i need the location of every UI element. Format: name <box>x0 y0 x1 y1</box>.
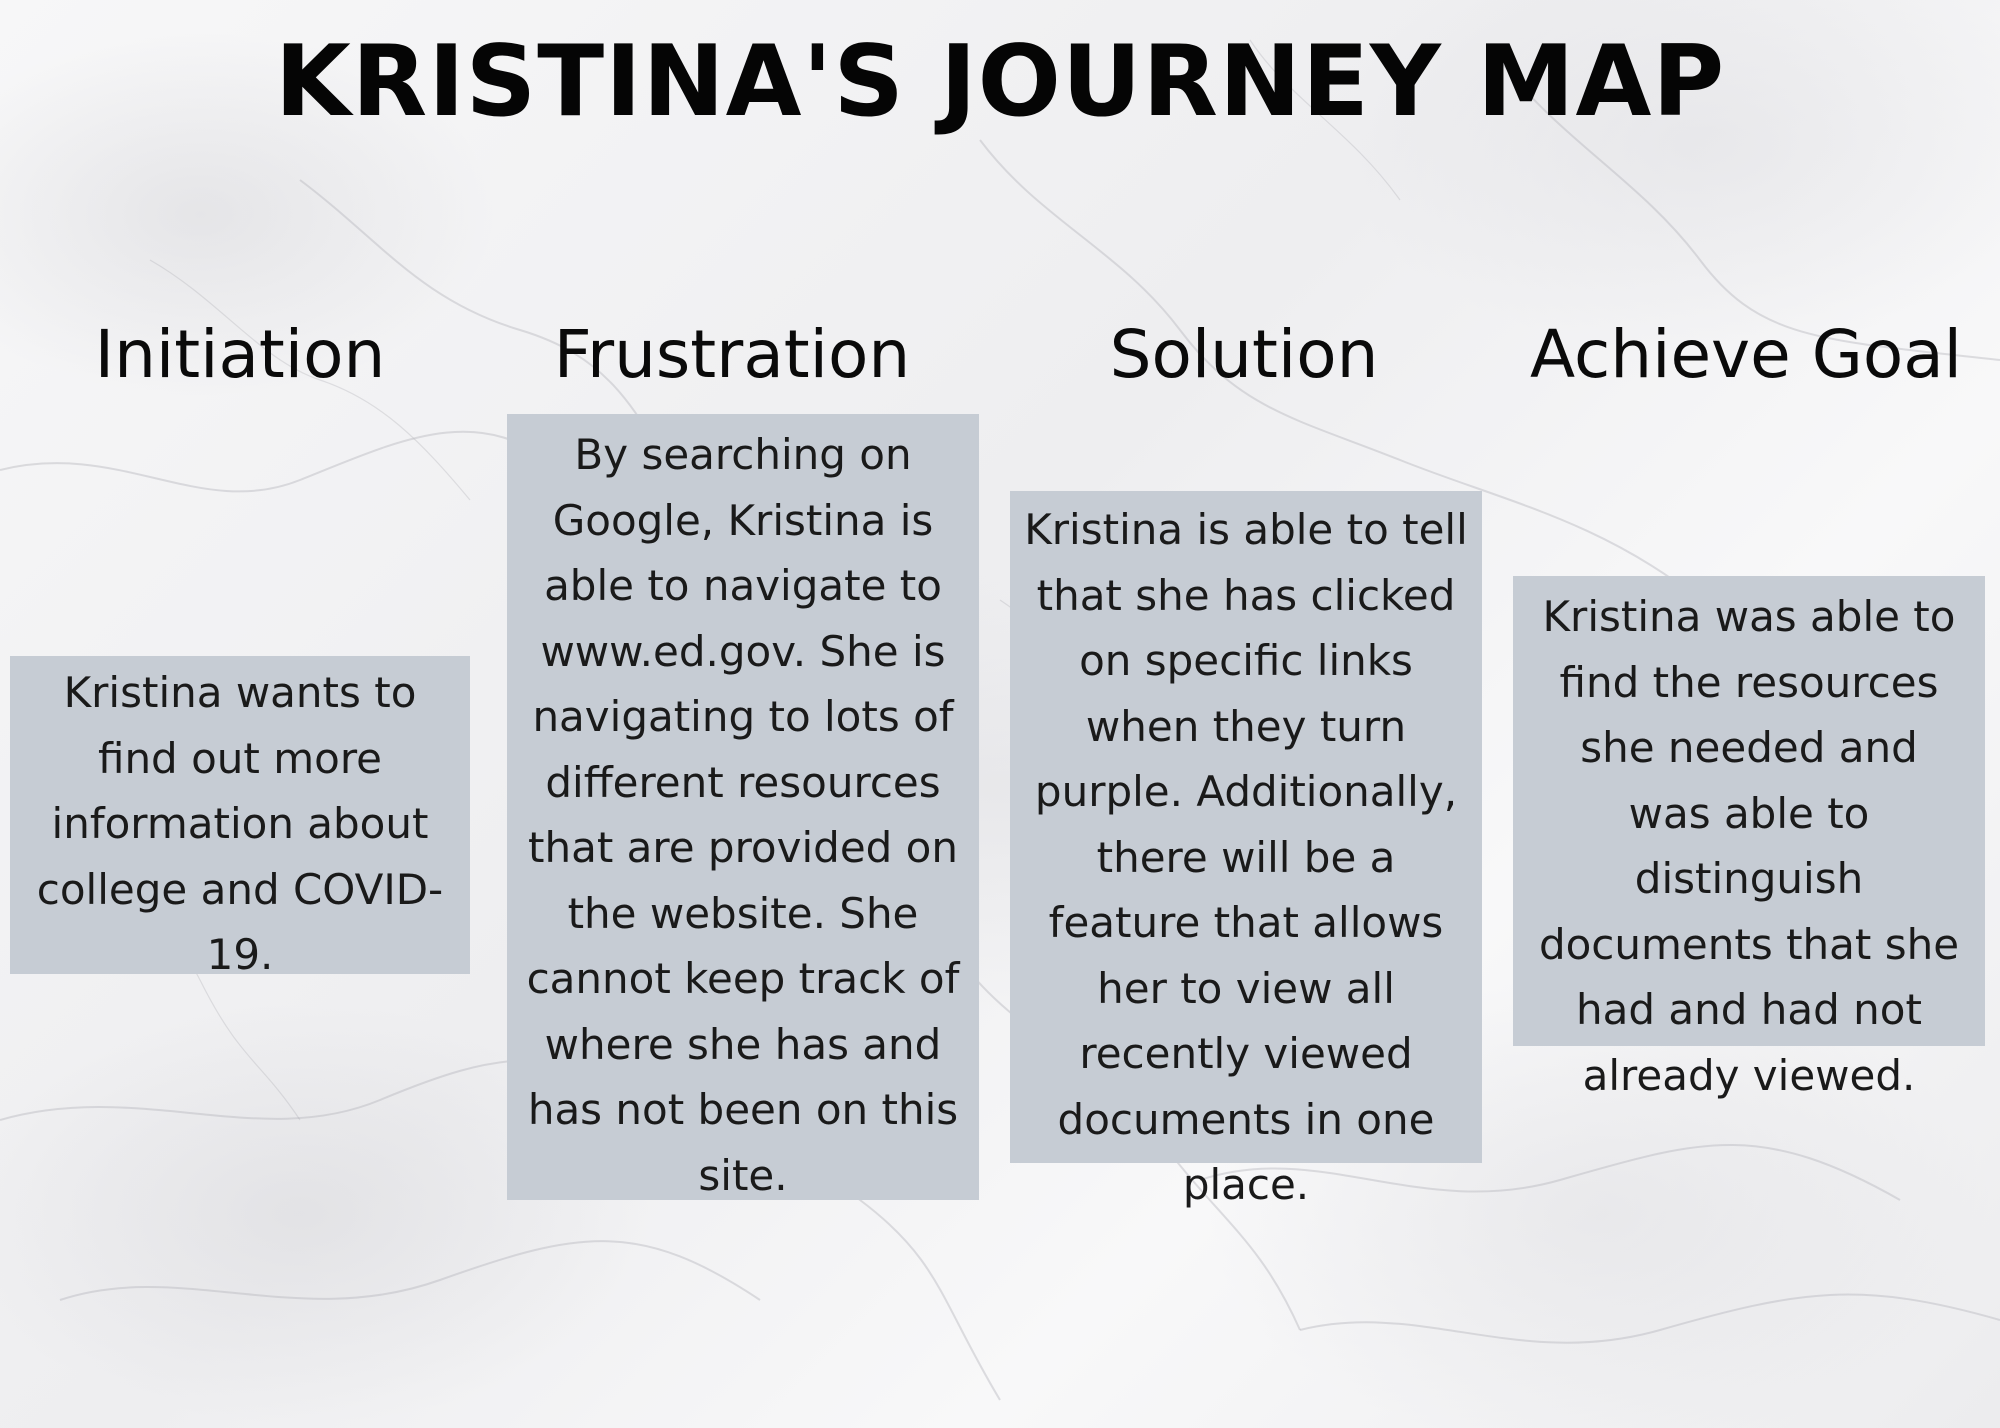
stage-heading-frustration: Frustration <box>553 316 911 393</box>
stage-heading-solution: Solution <box>1109 316 1379 393</box>
stage-text-solution: Kristina is able to tell that she has cl… <box>1024 505 1468 1209</box>
stage-card-solution: Kristina is able to tell that she has cl… <box>1010 491 1482 1209</box>
stage-heading-achieve-goal: Achieve Goal <box>1530 316 1962 393</box>
stage-card-achieve-goal: Kristina was able to find the resources … <box>1513 576 1985 1100</box>
journey-map-title: KRISTINA'S JOURNEY MAP <box>274 25 1726 139</box>
stage-text-initiation: Kristina wants to find out more informat… <box>36 668 444 979</box>
stage-heading-initiation: Initiation <box>94 316 386 393</box>
stage-card-frustration: By searching on Google, Kristina is able… <box>507 414 979 1200</box>
stage-text-achieve-goal: Kristina was able to find the resources … <box>1538 592 1960 1100</box>
stage-text-frustration: By searching on Google, Kristina is able… <box>526 430 960 1200</box>
stage-card-initiation: Kristina wants to find out more informat… <box>10 656 470 979</box>
